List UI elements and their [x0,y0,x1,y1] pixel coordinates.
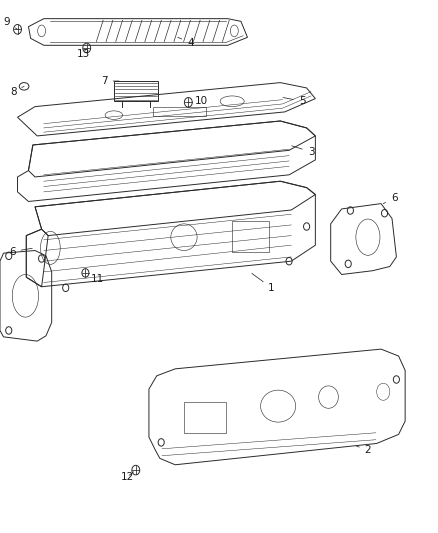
Text: 1: 1 [252,273,275,293]
Polygon shape [35,181,315,236]
Text: 5: 5 [283,96,306,106]
Text: 6: 6 [383,193,398,204]
Text: 4: 4 [178,37,194,47]
Polygon shape [28,121,315,177]
Text: 7: 7 [101,76,119,86]
Bar [153,107,206,116]
Polygon shape [331,204,396,274]
Text: 13: 13 [77,50,90,59]
Bar [184,402,226,433]
Polygon shape [26,181,315,287]
Text: 12: 12 [120,472,134,482]
Polygon shape [149,349,405,465]
Polygon shape [26,229,48,287]
Text: 6: 6 [9,247,32,256]
Text: 10: 10 [188,96,208,106]
Polygon shape [114,81,158,101]
Polygon shape [0,251,52,341]
Text: 3: 3 [292,146,314,157]
Polygon shape [18,83,315,136]
Polygon shape [28,19,247,45]
Text: 11: 11 [85,272,104,284]
Text: 9: 9 [4,18,18,29]
Text: 8: 8 [10,86,24,96]
Polygon shape [18,121,315,201]
Text: 2: 2 [357,446,371,455]
Bar [232,221,269,252]
